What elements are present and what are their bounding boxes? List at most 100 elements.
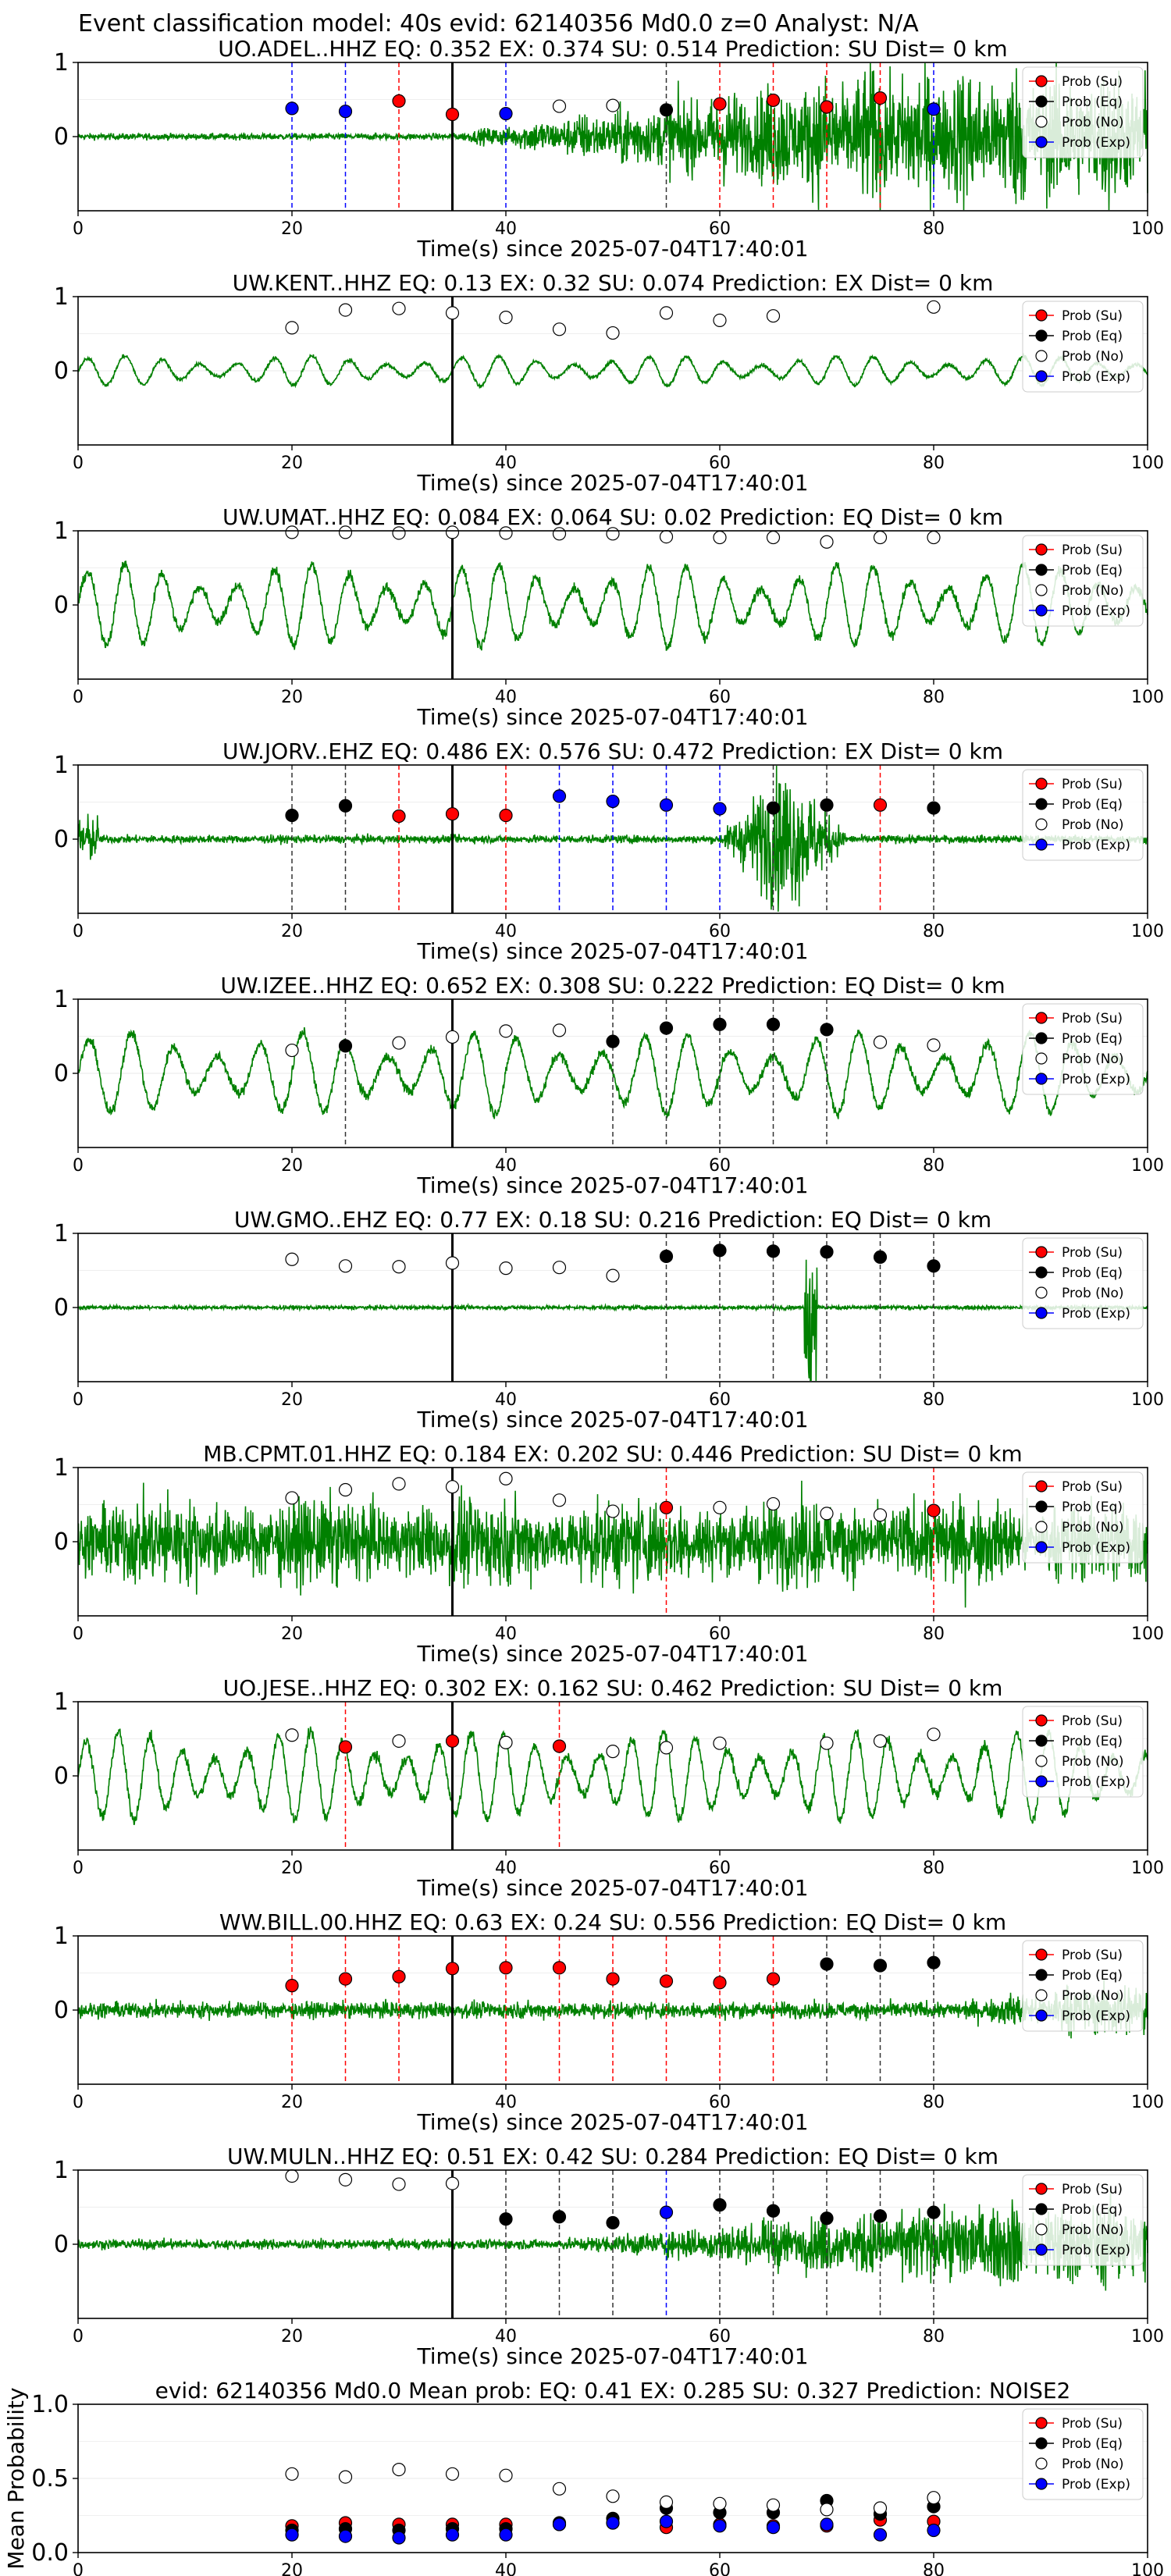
prob-point-probno <box>713 1500 727 1514</box>
legend-box <box>1022 301 1144 393</box>
prob-point-probno <box>499 526 513 540</box>
x-tick-label: 20 <box>281 1156 303 1176</box>
x-tick-label: 80 <box>923 2093 945 2112</box>
prob-point-probsu <box>873 798 888 812</box>
x-tick-label: 80 <box>923 2327 945 2347</box>
prob-point-probexp <box>285 2528 299 2542</box>
x-tick-label: 20 <box>281 922 303 941</box>
x-tick-label: 20 <box>281 688 303 707</box>
seismic-trace <box>77 1978 1148 2039</box>
prob-point-probexp <box>659 2514 674 2528</box>
x-axis-label: Time(s) since 2025-07-04T17:40:01 <box>416 236 808 262</box>
prob-point-probno <box>552 2482 567 2496</box>
panel-title: UO.JESE..HHZ EQ: 0.302 EX: 0.162 SU: 0.4… <box>223 1675 1003 1701</box>
legend-marker <box>1035 2243 1048 2256</box>
prob-point-probno <box>552 99 567 113</box>
prob-point-probno <box>445 2176 460 2190</box>
legend-label: Prob (Su) <box>1062 74 1123 90</box>
legend-label: Prob (Exp) <box>1062 2477 1130 2492</box>
prob-point-probno <box>285 1728 299 1742</box>
y-tick-label: 0 <box>54 1060 69 1087</box>
prob-point-probeq <box>927 801 941 815</box>
prob-point-probno <box>713 313 727 327</box>
prob-point-probeq <box>820 1023 834 1037</box>
x-tick-label: 100 <box>1131 1390 1164 1410</box>
legend-label: Prob (Eq) <box>1062 1734 1123 1749</box>
prob-point-probeq <box>338 799 353 813</box>
x-tick-label: 40 <box>495 1390 517 1410</box>
prob-point-probsu <box>285 1979 299 1993</box>
x-tick-label: 0 <box>73 2093 84 2112</box>
x-tick-label: 80 <box>923 1390 945 1410</box>
legend-box <box>1022 2174 1144 2266</box>
prob-point-probno <box>659 529 674 544</box>
prob-point-probeq <box>873 1959 888 1973</box>
prob-point-probno <box>713 2496 727 2510</box>
legend-marker <box>1035 370 1048 382</box>
legend-label: Prob (Su) <box>1062 1948 1123 1963</box>
legend-box <box>1022 535 1144 627</box>
legend-marker <box>1035 1735 1048 1747</box>
prob-point-probno <box>927 300 941 314</box>
legend-marker <box>1035 95 1048 108</box>
prob-point-probno <box>392 526 406 540</box>
x-axis-label: Time(s) since 2025-07-04T17:40:01 <box>416 2109 808 2135</box>
legend: Prob (Su) Prob (Eq) Prob (No) Prob (Exp) <box>1022 535 1144 627</box>
legend-label: Prob (Exp) <box>1062 369 1130 385</box>
seismic-trace <box>77 1726 1148 1826</box>
prob-point-probsu <box>552 1739 567 1753</box>
x-axis-label: Time(s) since 2025-07-04T17:40:01 <box>416 1875 808 1901</box>
y-tick-label: 0 <box>54 358 69 385</box>
prob-point-probno <box>606 1745 620 1759</box>
legend-marker <box>1035 2203 1048 2215</box>
seismic-trace <box>77 1026 1148 1119</box>
seismic-trace <box>77 2186 1148 2291</box>
panel-5: UW.IZEE..HHZ EQ: 0.652 EX: 0.308 SU: 0.2… <box>54 973 1164 1198</box>
prob-point-probno <box>873 1035 888 1049</box>
legend-box <box>1022 2408 1144 2500</box>
x-tick-label: 60 <box>709 2561 731 2576</box>
prob-point-probsu <box>338 1740 353 1754</box>
legend-label: Prob (Su) <box>1062 777 1123 792</box>
prob-point-probno <box>606 1268 620 1283</box>
prob-point-probeq <box>873 1250 888 1265</box>
prob-point-probeq <box>606 1034 620 1048</box>
legend-box <box>1022 1003 1144 1095</box>
seismic-trace <box>77 352 1148 390</box>
legend-label: Prob (No) <box>1062 1520 1124 1535</box>
prob-point-probsu <box>392 94 406 108</box>
prob-point-probno <box>338 303 353 317</box>
prob-point-probsu <box>659 1500 674 1514</box>
prob-point-probno <box>499 1261 513 1276</box>
prob-point-probno <box>392 1734 406 1748</box>
prob-point-probno <box>445 306 460 320</box>
prob-point-probsu <box>392 1969 406 1984</box>
legend-marker <box>1035 1052 1048 1065</box>
legend-label: Prob (Exp) <box>1062 1540 1130 1556</box>
legend: Prob (Su) Prob (Eq) Prob (No) Prob (Exp) <box>1022 1471 1144 1564</box>
prob-point-probno <box>338 2172 353 2186</box>
y-tick-label: 1 <box>54 1220 69 1247</box>
x-tick-label: 60 <box>709 922 731 941</box>
prob-point-probno <box>392 1260 406 1274</box>
x-tick-label: 100 <box>1131 2093 1164 2112</box>
legend-label: Prob (Su) <box>1062 2416 1123 2432</box>
x-tick-label: 0 <box>73 2327 84 2347</box>
legend-box <box>1022 1940 1144 2032</box>
prob-point-probno <box>659 306 674 320</box>
prob-point-probeq <box>820 1245 834 1259</box>
legend-label: Prob (Su) <box>1062 1011 1123 1026</box>
y-tick-label: 1 <box>54 518 69 545</box>
x-axis-label: Time(s) since 2025-07-04T17:40:01 <box>416 2343 808 2369</box>
x-tick-label: 40 <box>495 688 517 707</box>
prob-point-probno <box>820 1736 834 1750</box>
panel-title: UW.GMO..EHZ EQ: 0.77 EX: 0.18 SU: 0.216 … <box>234 1207 991 1233</box>
prob-point-probeq <box>659 103 674 117</box>
x-tick-label: 100 <box>1131 688 1164 707</box>
prob-point-probsu <box>820 100 834 114</box>
y-tick-label: 1 <box>54 1454 69 1482</box>
x-tick-label: 60 <box>709 219 731 239</box>
legend-box <box>1022 1471 1144 1564</box>
x-tick-label: 40 <box>495 922 517 941</box>
prob-point-probeq <box>713 1244 727 1258</box>
